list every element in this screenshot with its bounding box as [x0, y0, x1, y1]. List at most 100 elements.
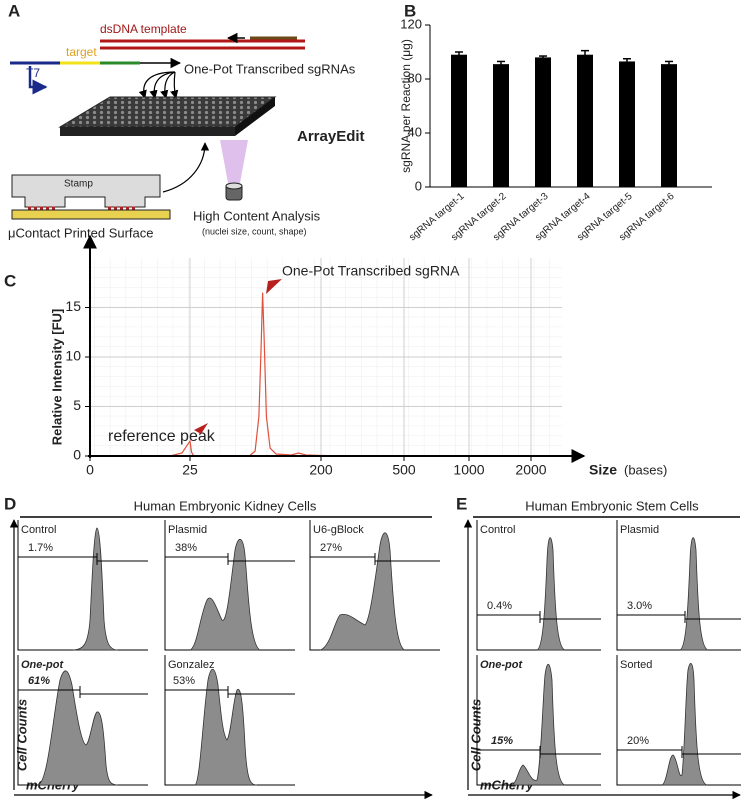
histogram — [511, 663, 566, 786]
template-label: dsDNA template — [100, 22, 187, 36]
target-label: target — [66, 45, 97, 59]
gate-value: 20% — [627, 735, 649, 747]
gate-value: 15% — [491, 735, 513, 747]
y-tick-label: 40 — [408, 124, 422, 139]
plot-name: Control — [21, 524, 56, 536]
bar — [493, 64, 509, 187]
x-axis-unit: (bases) — [624, 462, 667, 477]
arrow — [162, 142, 210, 193]
histogram — [661, 663, 708, 786]
histogram-plot: Control 1.7% — [17, 520, 148, 651]
stamp-label: Stamp — [64, 179, 93, 190]
panel-d: D Human Embryonic Kidney Cells Cell Counts… — [4, 494, 440, 800]
gate — [165, 553, 295, 565]
y-tick-label: 10 — [65, 348, 81, 364]
x-tick-label: 200 — [309, 462, 333, 478]
annotation-arrow — [266, 279, 282, 294]
analysis-note: (nuclei size, count, shape) — [202, 226, 307, 236]
gate — [617, 746, 741, 758]
x-tick-label: 0 — [86, 462, 94, 478]
bar — [577, 54, 593, 188]
analysis-label: High Content Analysis — [193, 208, 321, 223]
platform-label: ArrayEdit — [297, 128, 365, 145]
gate — [18, 553, 148, 565]
gate-value: 27% — [320, 542, 342, 554]
gate — [477, 611, 601, 623]
plot-frame — [476, 520, 601, 651]
y-tick-label: 80 — [408, 70, 422, 85]
gate — [617, 611, 741, 623]
histogram — [37, 670, 119, 786]
gate-value: 38% — [175, 542, 197, 554]
y-axis-label: sgRNA per Reaction (μg) — [399, 39, 413, 173]
histogram-plot: Sorted 20% — [616, 655, 741, 786]
x-axis-label: Size — [589, 462, 617, 478]
bar — [661, 64, 677, 187]
x-tick-label: 1000 — [453, 462, 484, 478]
y-axis-label: Cell Counts — [468, 699, 483, 771]
histogram-plot: Plasmid 38% — [164, 520, 295, 651]
plot-name: Plasmid — [620, 524, 659, 536]
bar — [451, 54, 467, 188]
surface — [11, 209, 171, 220]
plot-name: U6-gBlock — [313, 524, 364, 536]
gate — [18, 686, 148, 698]
curved-arrows — [138, 71, 179, 99]
histogram — [194, 668, 258, 786]
annotation-arrow — [194, 423, 208, 434]
plot-name: Control — [480, 524, 515, 536]
annotation: One-Pot Transcribed sgRNA — [282, 263, 460, 279]
bar — [619, 61, 635, 188]
annotation: reference peak — [108, 428, 216, 445]
histogram — [189, 538, 261, 651]
histogram-plot: U6-gBlock 27% — [309, 520, 440, 651]
objective-top — [225, 182, 243, 190]
gate — [165, 686, 295, 698]
promoter-arrow — [28, 66, 48, 95]
panel-label: E — [456, 494, 467, 513]
panel-label: C — [4, 271, 16, 290]
plot-frame — [17, 520, 148, 651]
surface-label: μContact Printed Surface — [8, 225, 154, 240]
histogram-plot: Plasmid 3.0% — [616, 520, 741, 651]
plate-edge — [235, 97, 275, 136]
plot-name: Plasmid — [168, 524, 207, 536]
gate — [477, 746, 601, 758]
histogram — [72, 527, 119, 651]
y-tick-label: 0 — [415, 178, 422, 193]
gate-value: 61% — [28, 675, 50, 687]
histogram-plot: Gonzalez 53% — [164, 655, 295, 786]
y-axis-label: Cell Counts — [14, 699, 29, 771]
panel-a: A dsDNA template target T7 One-Pot Trans… — [8, 1, 365, 240]
histogram — [536, 537, 566, 651]
plate-side — [60, 127, 235, 136]
histogram-plot: Control 0.4% — [476, 520, 601, 651]
panel-label: A — [8, 1, 20, 20]
bar — [535, 57, 551, 188]
transcribed-label: One-Pot Transcribed sgRNAs — [184, 61, 356, 76]
panel-title: Human Embryonic Stem Cells — [525, 498, 699, 513]
histogram — [679, 537, 709, 651]
gate-value: 0.4% — [487, 600, 512, 612]
y-tick-label: 15 — [65, 298, 81, 314]
panel-label: D — [4, 494, 16, 513]
x-tick-label: 25 — [182, 462, 198, 478]
stamp — [11, 174, 161, 208]
y-axis-label: Relative Intensity [FU] — [49, 309, 64, 446]
gate-value: 1.7% — [28, 542, 53, 554]
y-tick-label: 120 — [400, 16, 422, 31]
x-tick-label: 2000 — [515, 462, 546, 478]
y-tick-label: 5 — [73, 397, 81, 413]
plot-frame — [616, 520, 741, 651]
panel-title: Human Embryonic Kidney Cells — [134, 498, 317, 513]
x-tick-label: 500 — [392, 462, 416, 478]
gate-value: 3.0% — [627, 600, 652, 612]
gate — [310, 553, 440, 565]
y-tick-label: 0 — [73, 447, 81, 463]
plot-frame — [616, 655, 741, 786]
light-cone — [220, 140, 248, 183]
gate-value: 53% — [173, 675, 195, 687]
